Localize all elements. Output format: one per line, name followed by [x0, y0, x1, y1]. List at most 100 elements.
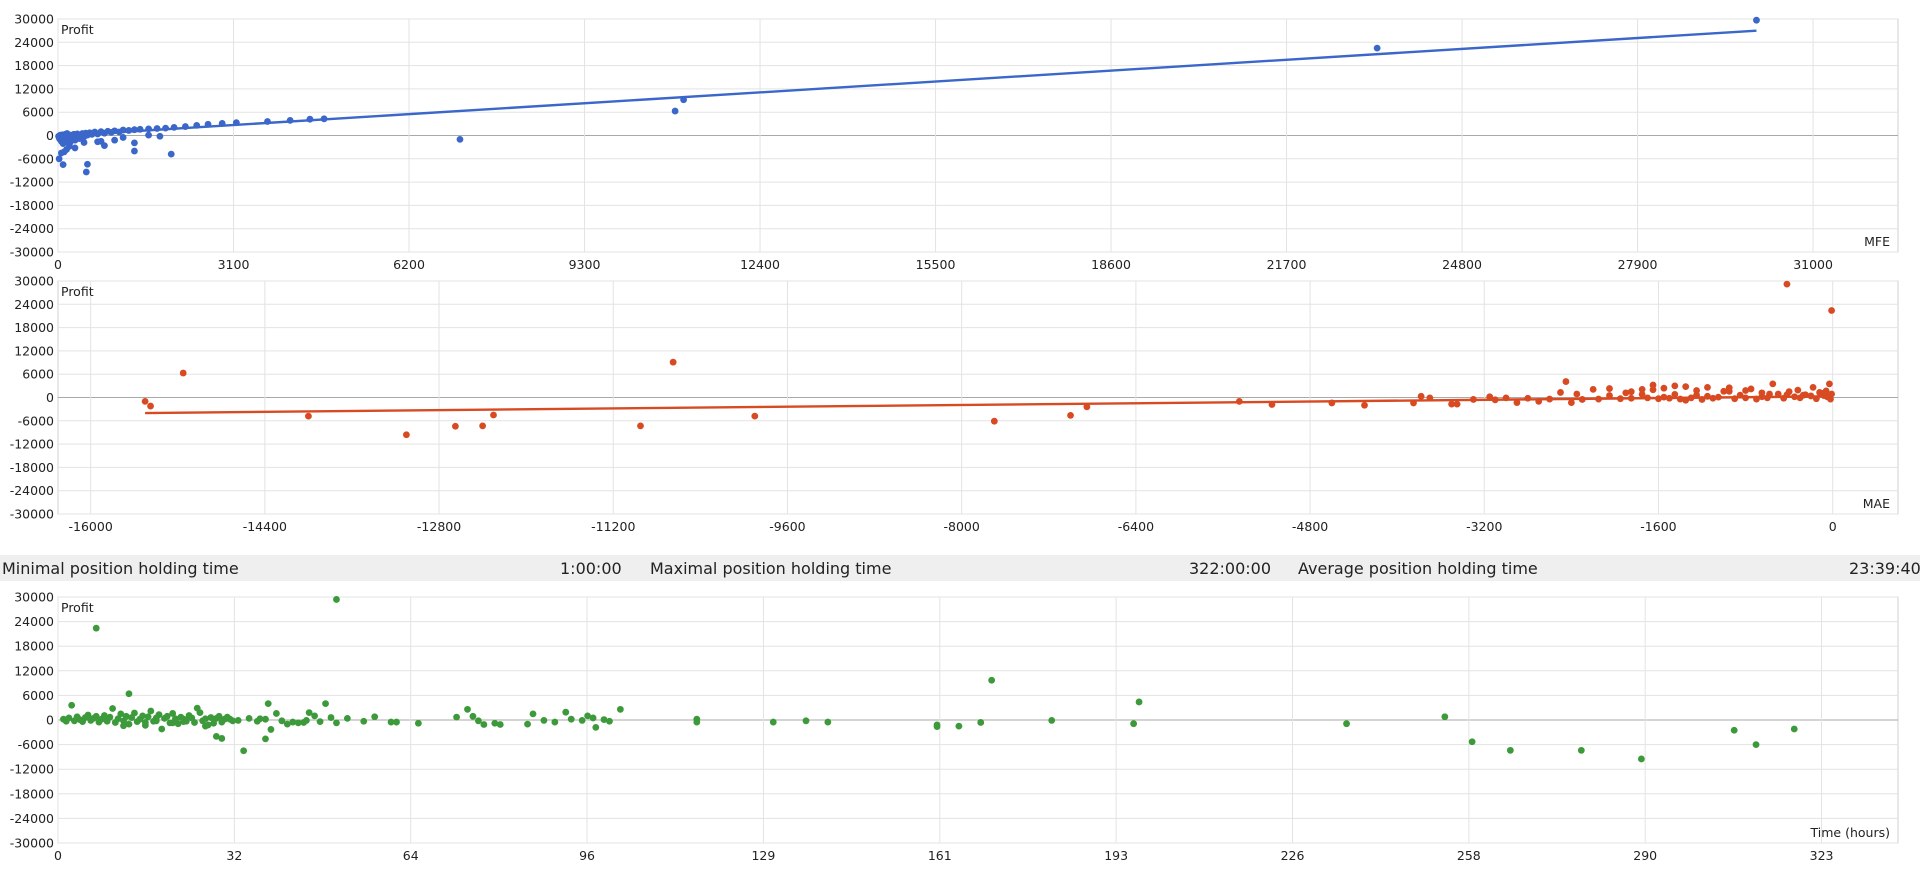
time-y-tick-label: -6000	[18, 737, 54, 752]
mae-data-point	[1535, 397, 1543, 405]
mae-y-axis-label: Profit	[61, 284, 94, 299]
mae-data-point	[305, 412, 312, 420]
time-data-point	[475, 717, 482, 725]
mae-data-point	[1410, 399, 1417, 407]
mae-data-point	[1268, 401, 1276, 408]
mae-data-point	[1067, 411, 1074, 419]
mae-data-point	[1513, 399, 1521, 406]
mae-data-point	[490, 411, 497, 419]
mfe-data-point	[320, 115, 328, 123]
mae-data-point	[1235, 397, 1243, 405]
mae-data-point	[1638, 385, 1646, 393]
time-x-tick-label: 64	[403, 848, 419, 863]
mae-data-point	[637, 422, 644, 430]
time-data-point	[578, 717, 586, 724]
mae-data-point	[669, 358, 677, 366]
mae-data-point	[1828, 307, 1835, 314]
mfe-data-point	[71, 144, 79, 152]
min-holding-time-value: 1:00:00	[560, 559, 622, 578]
time-data-point	[234, 717, 242, 724]
mfe-data-point	[145, 125, 152, 133]
min-holding-time-label: Minimal position holding time	[2, 559, 239, 578]
time-data-point	[824, 718, 832, 726]
time-data-point	[131, 709, 138, 717]
mae-x-tick-label: -6400	[1118, 519, 1154, 534]
time-data-point	[414, 719, 422, 727]
mae-data-point	[1426, 394, 1434, 402]
mae-x-tick-label: -12800	[417, 519, 461, 534]
mae-data-point	[1704, 392, 1711, 400]
mae-x-tick-label: 0	[1829, 519, 1837, 534]
mfe-chart: 30000 24000 18000 12000 6000 0 -6000 -12000 -180…	[10, 12, 1899, 272]
mfe-y-tick-label: -18000	[10, 198, 54, 213]
mfe-data-point	[97, 137, 105, 145]
time-data-point	[169, 719, 177, 727]
mfe-data-point	[181, 123, 189, 130]
time-data-point	[303, 717, 310, 724]
time-data-point	[769, 718, 777, 726]
mfe-data-point	[204, 120, 212, 128]
mae-data-point	[403, 431, 410, 439]
time-data-point	[1048, 717, 1056, 724]
mae-data-point	[1627, 388, 1635, 396]
time-data-point	[977, 719, 985, 726]
mae-data-point	[1557, 389, 1564, 396]
mfe-y-axis-label: Profit	[61, 22, 94, 37]
time-data-point	[163, 712, 171, 720]
time-data-point	[245, 714, 253, 722]
time-data-point	[262, 735, 269, 743]
time-y-tick-label: 0	[46, 713, 54, 728]
time-data-point	[584, 712, 592, 720]
mae-data-point	[1573, 390, 1581, 398]
avg-holding-time-value: 23:39:40	[1849, 559, 1920, 578]
holding-time-stats-bar: Minimal position holding time 1:00:00 Ma…	[0, 555, 1920, 581]
time-data-point	[1577, 746, 1585, 754]
time-data-point	[152, 717, 160, 725]
mae-data-point	[1736, 391, 1744, 399]
mae-data-point	[1807, 392, 1815, 400]
mae-y-tick-label: 18000	[14, 320, 54, 335]
mae-data-point	[1486, 393, 1494, 401]
time-data-point	[125, 690, 133, 698]
mae-data-point	[1766, 390, 1773, 398]
mfe-data-point	[162, 124, 169, 132]
mfe-data-point	[218, 120, 226, 127]
mae-data-point	[1606, 392, 1613, 399]
time-data-point	[109, 705, 116, 712]
mfe-y-tick-label: 12000	[14, 81, 54, 96]
mfe-x-tick-label: 9300	[569, 257, 601, 272]
time-data-point	[316, 718, 324, 726]
mae-data-point	[1828, 390, 1835, 398]
time-x-tick-label: 161	[928, 848, 952, 863]
time-data-point	[193, 704, 201, 712]
mae-data-point	[1589, 385, 1597, 393]
time-data-point	[464, 705, 471, 713]
mfe-data-point	[170, 123, 178, 131]
mfe-data-point	[232, 119, 240, 127]
time-data-point	[322, 700, 329, 707]
mfe-data-point	[80, 139, 88, 146]
time-data-point	[333, 719, 340, 727]
time-data-point	[469, 712, 477, 720]
mfe-x-tick-label: 15500	[916, 257, 956, 272]
time-data-point	[240, 747, 248, 755]
time-y-tick-label: -30000	[10, 836, 54, 851]
time-data-point	[387, 718, 395, 726]
time-x-tick-label: 193	[1104, 848, 1128, 863]
time-data-point	[92, 712, 100, 720]
mae-data-point	[1627, 394, 1635, 402]
mae-data-point	[1453, 400, 1461, 408]
mae-data-point	[1616, 395, 1624, 403]
mae-y-tick-label: -12000	[10, 437, 54, 452]
time-data-point	[371, 713, 379, 721]
mae-data-point	[1682, 396, 1690, 404]
time-data-point	[955, 722, 963, 730]
mae-data-point	[1791, 393, 1798, 401]
mae-data-point	[1783, 391, 1791, 399]
mae-y-tick-label: 12000	[14, 343, 54, 358]
mfe-data-point	[119, 126, 127, 134]
mfe-data-point	[84, 160, 91, 168]
mae-x-tick-label: -8000	[944, 519, 980, 534]
mae-data-point	[1693, 391, 1700, 399]
